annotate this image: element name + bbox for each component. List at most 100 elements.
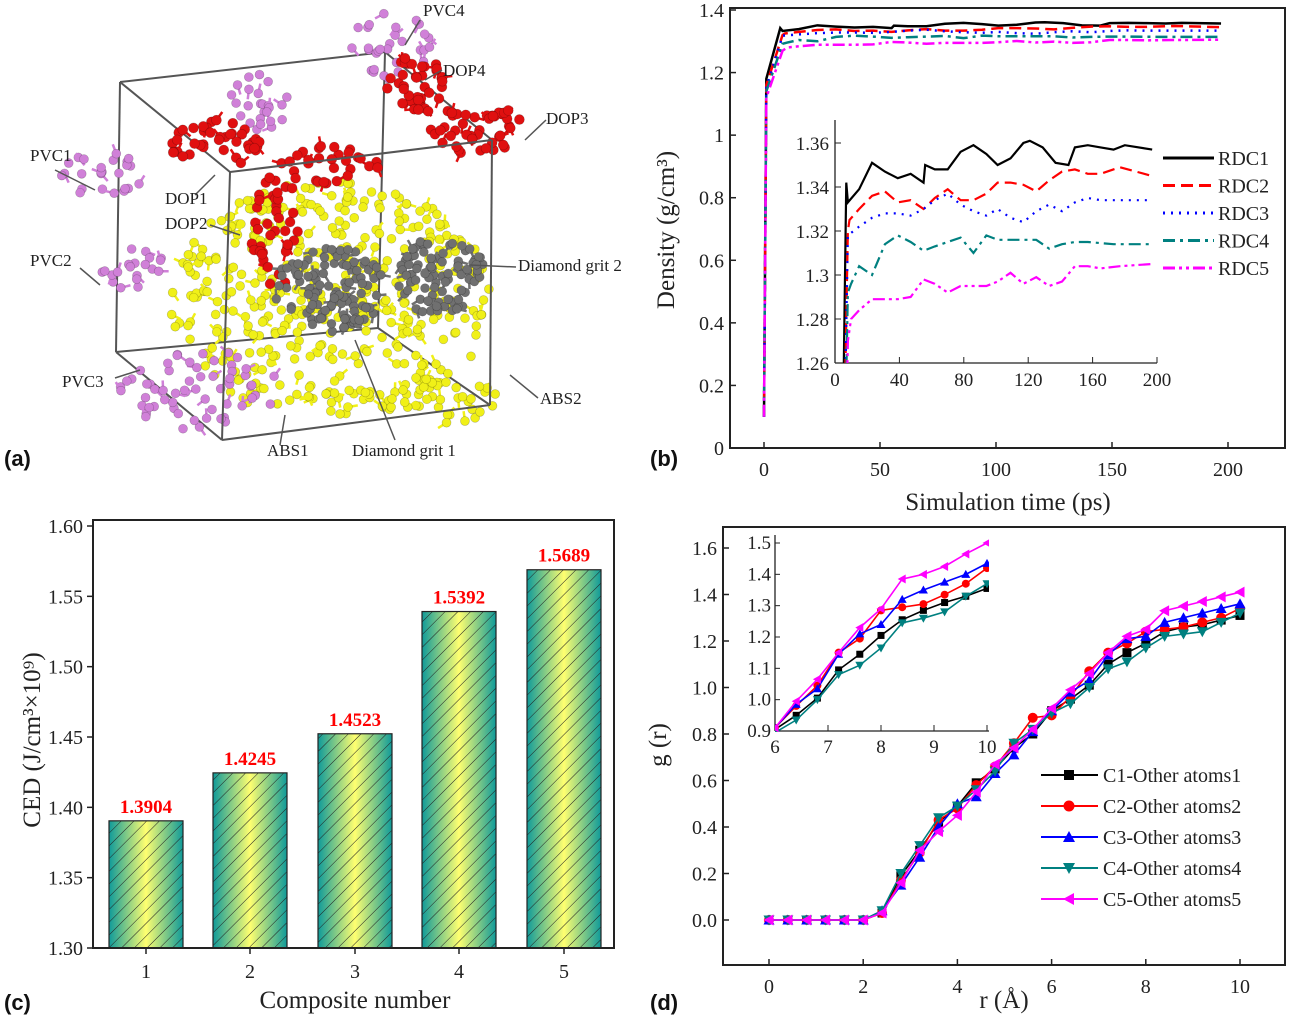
inset-y-tick-label: 1.34 [796, 178, 830, 199]
atom [166, 309, 177, 320]
inset-rdf-series-5 [775, 539, 989, 732]
y-tick-label: 1.2 [692, 631, 717, 653]
inset-data-point [877, 631, 885, 639]
atom [207, 404, 217, 415]
atom [401, 199, 412, 209]
atom [474, 381, 485, 392]
data-point [1083, 668, 1094, 680]
ced-bar-chart: 1.3904 1.4245 1.4523 1.5392 1.5689 1 2 3 4 5 1.30 1… [48, 516, 615, 983]
atom [153, 266, 164, 277]
molecular-model-panel: PVC4 DOP4 DOP3 PVC1 DOP1 DOP2 PVC2 Diamond grit… [30, 1, 622, 460]
atom [271, 294, 282, 304]
atom [451, 382, 461, 393]
data-point [782, 914, 793, 926]
atom [341, 260, 352, 271]
atom [399, 298, 409, 308]
atom [441, 230, 452, 241]
y-tick-label: 0.6 [692, 771, 717, 793]
atom [397, 98, 408, 109]
atom [466, 351, 476, 362]
atom [334, 216, 345, 226]
dop2-molecule [246, 172, 303, 290]
atom [314, 280, 325, 290]
ced-x-axis-label: Composite number [260, 987, 452, 1014]
atom [344, 277, 355, 288]
atom [163, 358, 173, 369]
inset-density-line-rdc5 [840, 262, 1153, 363]
inset-data-point [834, 648, 843, 658]
density-line-rdc1 [762, 20, 1222, 417]
atom [257, 317, 268, 327]
atom [497, 139, 509, 151]
atom [422, 214, 432, 225]
data-point [820, 914, 831, 926]
leader-line [114, 369, 141, 379]
atom [381, 305, 392, 316]
atom [349, 212, 360, 223]
atom [292, 226, 303, 237]
inset-data-point [919, 606, 927, 614]
atom [228, 262, 239, 273]
data-point [1027, 723, 1038, 735]
component-label: PVC2 [30, 251, 72, 270]
data-point [914, 844, 925, 856]
atom [417, 306, 428, 317]
atom [435, 125, 446, 136]
atom [247, 380, 257, 390]
atom [412, 324, 423, 335]
atom [159, 394, 170, 405]
data-point [1159, 605, 1170, 617]
density-line-rdc3 [762, 28, 1222, 417]
x-tick-label: 100 [981, 459, 1011, 481]
atom [398, 83, 410, 95]
pvc3-molecule [114, 345, 282, 436]
atom [327, 343, 338, 354]
leader-line [524, 119, 547, 141]
data-point [801, 914, 812, 926]
atom [342, 170, 354, 182]
data-point [951, 809, 962, 821]
atom [372, 162, 383, 173]
atom [253, 88, 264, 99]
x-tick-label: 50 [870, 459, 890, 481]
y-tick-label: 1.35 [48, 868, 83, 890]
inset-data-point [855, 629, 865, 638]
atom [394, 281, 404, 292]
inset-data-point [940, 562, 949, 571]
atom [435, 394, 446, 405]
atom [471, 330, 481, 340]
atom [256, 295, 266, 306]
inset-data-point [940, 608, 950, 617]
atom [235, 111, 246, 121]
atom [441, 377, 451, 388]
atom [411, 72, 422, 83]
bar-value-label: 1.4523 [329, 710, 381, 731]
density-line-rdc2 [762, 24, 1222, 417]
atom [300, 182, 311, 193]
atom [361, 302, 371, 313]
data-point [1197, 617, 1208, 628]
atom [126, 244, 137, 254]
inset-data-point [898, 603, 907, 612]
panel-label-c: (c) [4, 990, 31, 1015]
panel-label-b: (b) [650, 446, 678, 471]
inset-x-tick-label: 120 [1014, 370, 1043, 391]
component-label: DOP2 [165, 214, 208, 233]
inset-data-point [940, 590, 949, 599]
atom [437, 286, 448, 297]
atom [283, 313, 294, 324]
atom [376, 270, 386, 280]
atom [121, 376, 132, 386]
atom [135, 365, 146, 376]
y-tick-label: 0.2 [699, 375, 724, 397]
atom [264, 278, 276, 290]
atom [276, 305, 287, 315]
atom [263, 76, 273, 87]
atom [371, 290, 382, 301]
atom [242, 195, 253, 206]
inset-data-point [876, 644, 886, 653]
inset-y-tick-label: 1.1 [747, 658, 771, 679]
inset-data-point [961, 579, 970, 588]
x-tick-label: 10 [1230, 976, 1250, 998]
atom [236, 269, 247, 280]
